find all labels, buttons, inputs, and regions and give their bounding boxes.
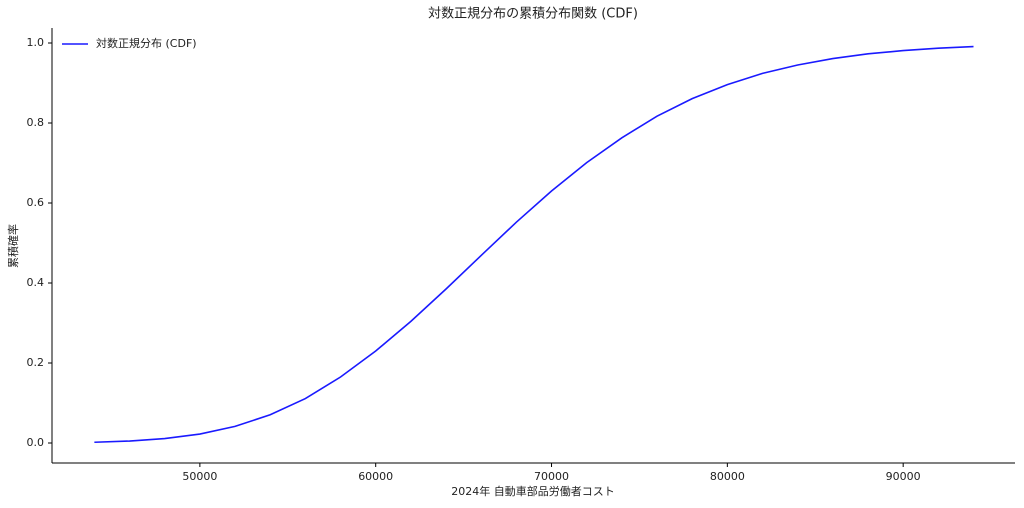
- chart-title: 対数正規分布の累積分布関数 (CDF): [428, 7, 638, 22]
- y-tick-label: 0.2: [27, 356, 45, 369]
- y-tick-label: 0.8: [27, 116, 45, 129]
- data-line: [94, 45, 974, 444]
- x-tick-label: 70000: [534, 470, 569, 483]
- x-axis-label: 2024年 自動車部品労働者コスト: [451, 484, 615, 498]
- x-tick-label: 60000: [358, 470, 393, 483]
- y-tick-label: 1.0: [27, 36, 45, 49]
- x-tick-label: 50000: [182, 470, 217, 483]
- y-tick-label: 0.6: [27, 196, 45, 209]
- y-axis-label: 累積確率: [6, 224, 20, 268]
- legend-label: 対数正規分布 (CDF): [96, 36, 197, 50]
- y-tick-label: 0.4: [27, 276, 45, 289]
- x-tick-label: 90000: [886, 470, 921, 483]
- x-tick-label: 80000: [710, 470, 745, 483]
- y-tick-label: 0.0: [27, 436, 45, 449]
